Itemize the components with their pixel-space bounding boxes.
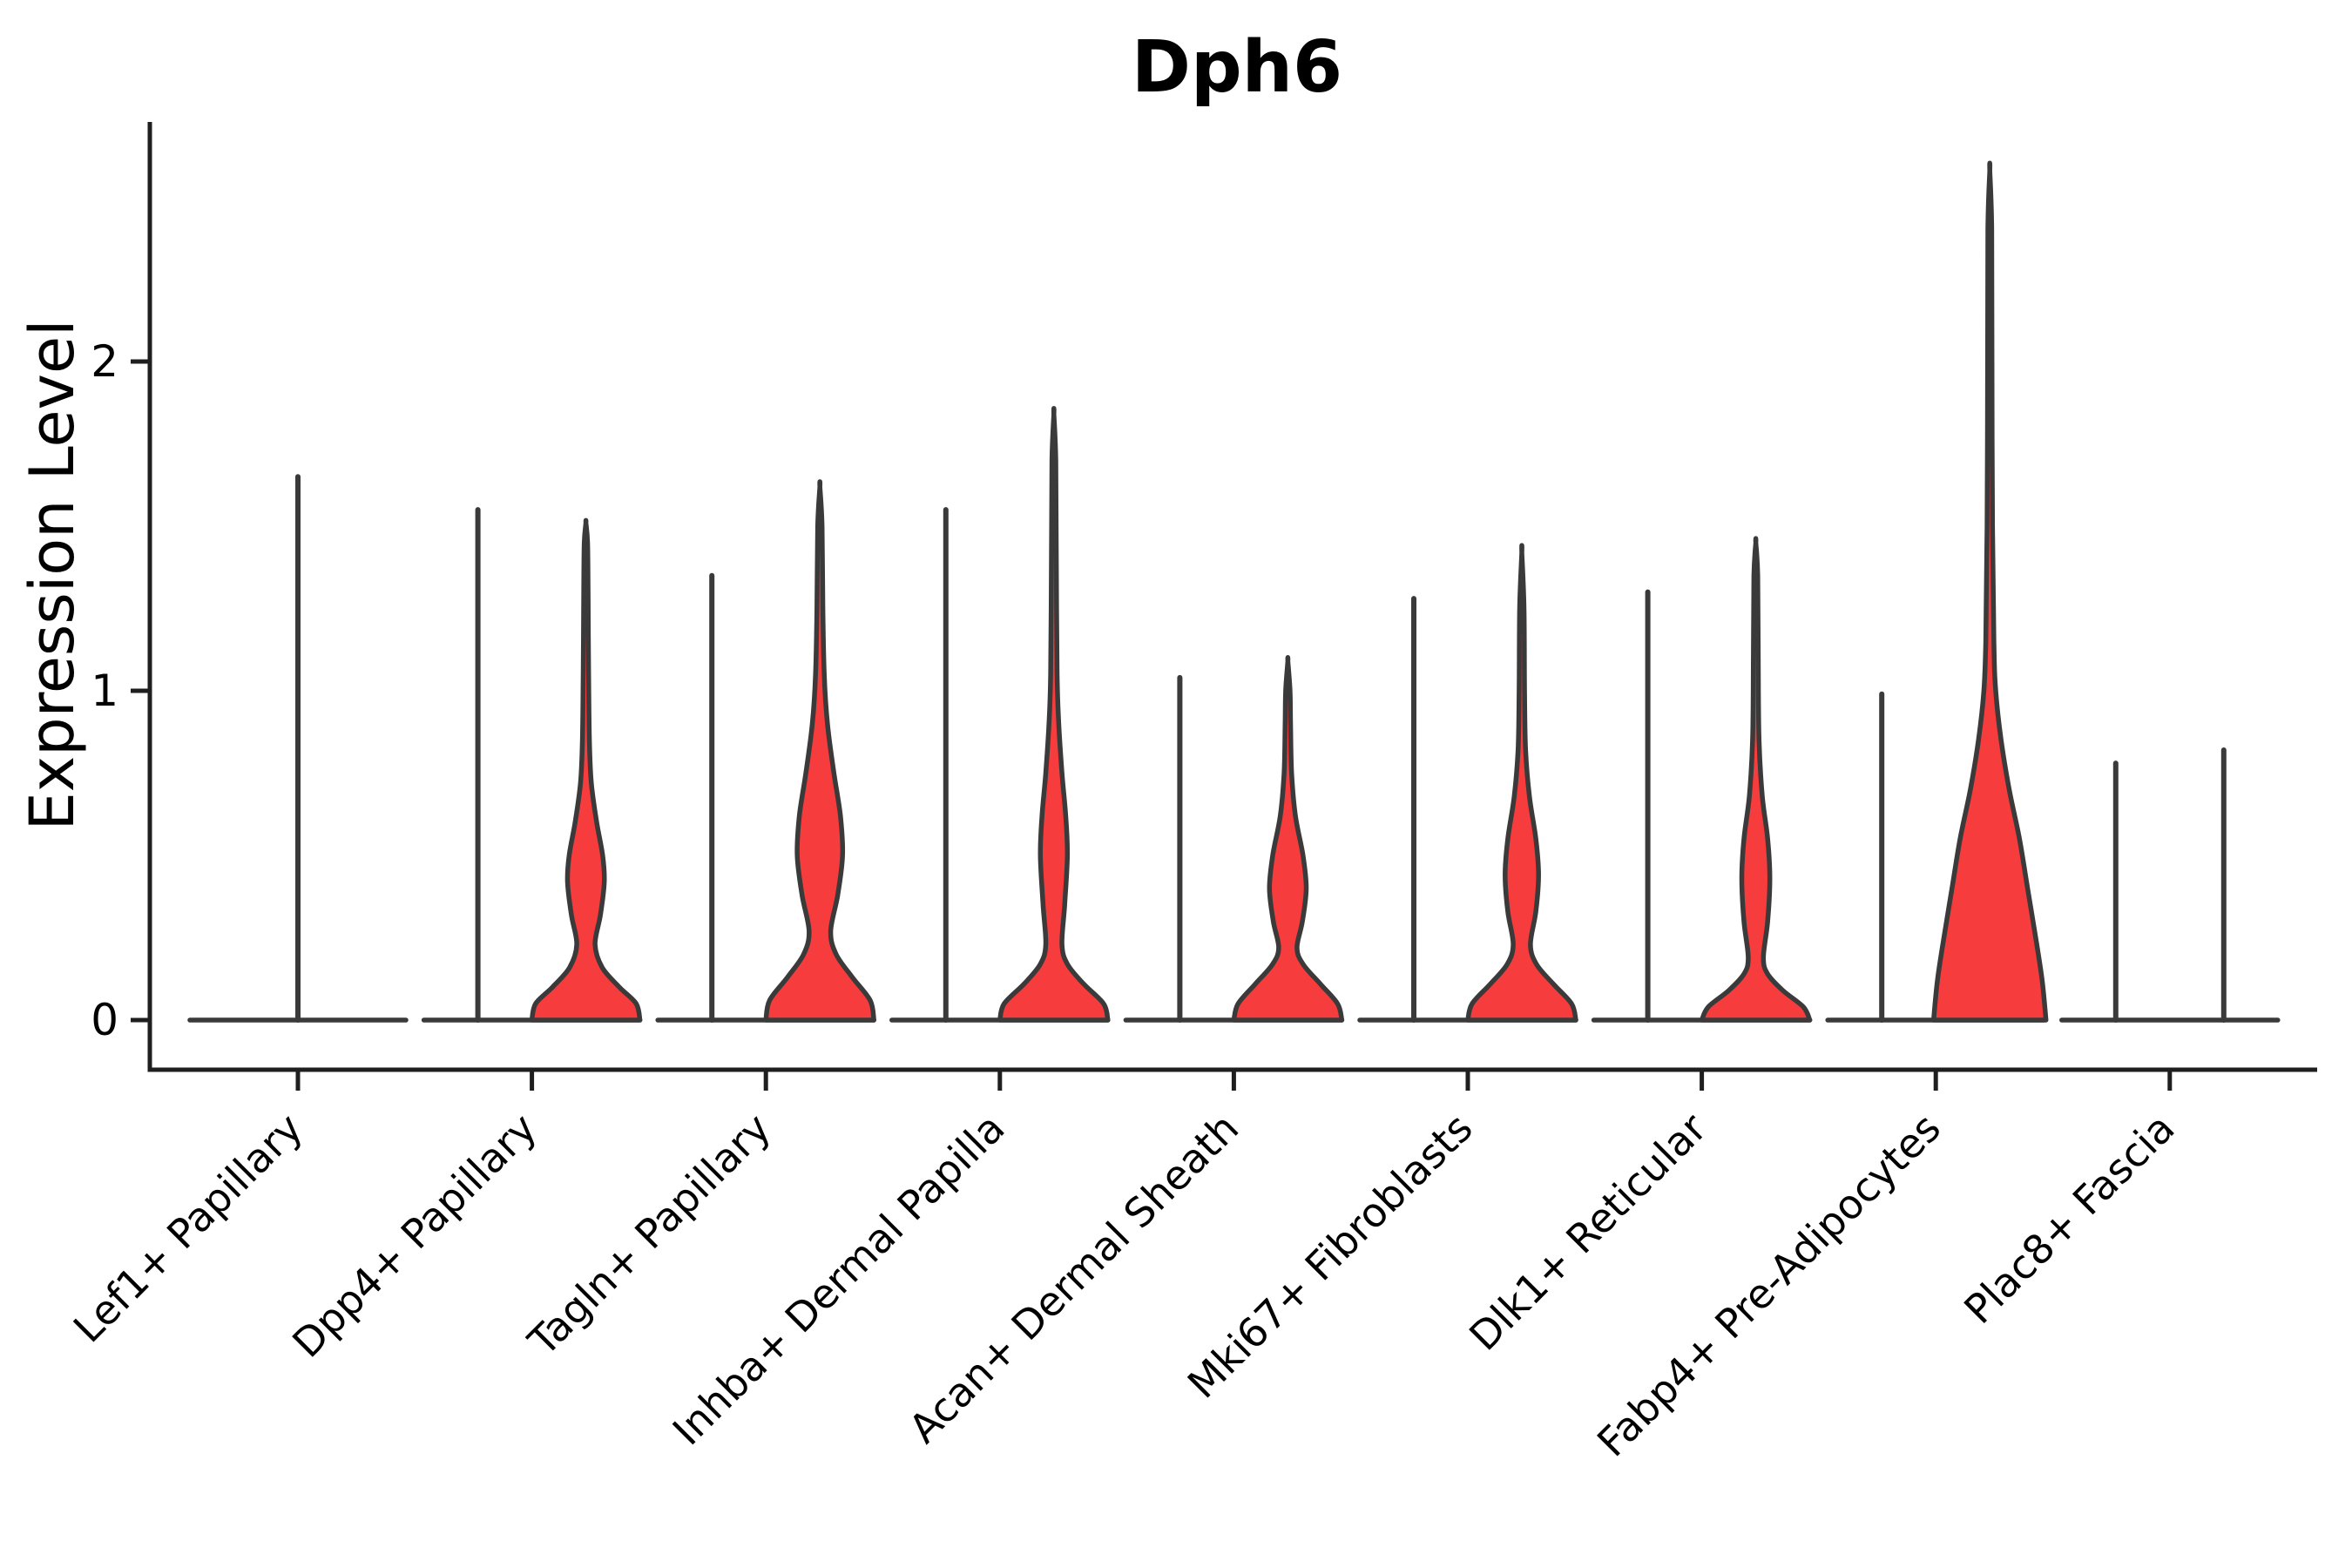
x-tick-label: Lef1+ Papillary [64,1105,312,1352]
x-tick-label: Dpp4+ Papillary [283,1105,545,1367]
y-tick-label: 2 [91,336,118,387]
y-tick-label: 0 [91,995,118,1045]
violin-body [1699,536,1813,1023]
violin-body [1231,654,1345,1023]
violin-body [529,517,643,1023]
chart-title: Dph6 [1131,26,1343,109]
x-tick-label: Plac8+ Fascia [1955,1105,2183,1333]
y-tick-label: 1 [91,666,118,716]
violin-body [997,406,1111,1023]
violin-body [1930,160,2049,1023]
x-tick-label: Dlk1+ Reticular [1460,1105,1715,1360]
y-axis-title: Expression Level [17,319,88,831]
violin-body [1465,543,1578,1023]
x-tick-label: Tagln+ Papillary [518,1105,780,1366]
violin-body [763,479,876,1023]
